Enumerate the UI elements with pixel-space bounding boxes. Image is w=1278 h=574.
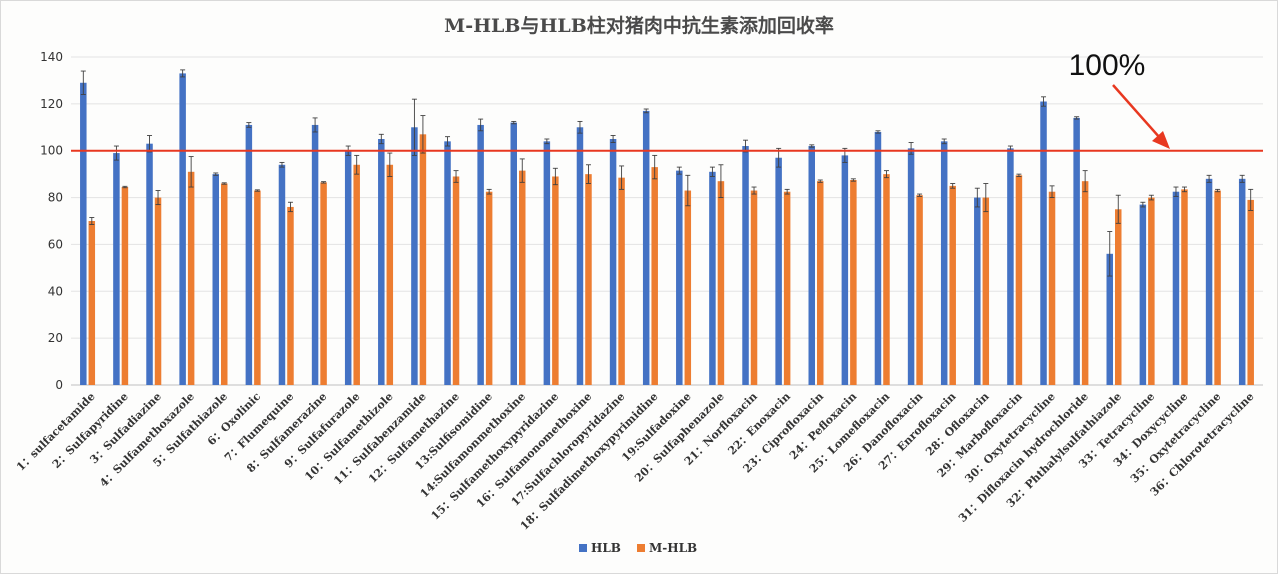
bar-hlb: [1238, 178, 1246, 385]
bar-hlb: [510, 122, 517, 385]
y-tick-label: 80: [48, 191, 63, 205]
bar-m-hlb: [783, 191, 791, 385]
bar-m-hlb: [618, 177, 625, 385]
bar-hlb: [113, 153, 120, 385]
bar-m-hlb: [519, 170, 526, 385]
y-axis: 0 20 40 60 80 100 120 140: [40, 50, 63, 392]
y-tick-label: 140: [40, 50, 63, 64]
bar-hlb: [642, 110, 650, 385]
bar-hlb: [676, 170, 683, 385]
bar-m-hlb: [1247, 199, 1254, 385]
bar-m-hlb: [485, 191, 493, 385]
legend-label-m-hlb: M-HLB: [649, 541, 697, 555]
bar-m-hlb: [187, 171, 195, 385]
bar-hlb: [477, 124, 484, 385]
bar-m-hlb: [750, 190, 758, 385]
annotation-label: 100%: [1069, 49, 1146, 82]
bar-hlb: [311, 124, 319, 385]
bar-m-hlb: [1214, 190, 1221, 385]
bar-hlb: [709, 171, 716, 385]
bar-hlb: [378, 139, 385, 385]
legend-swatch-m-hlb: [637, 544, 645, 552]
bar-m-hlb: [817, 181, 824, 385]
bar-hlb: [775, 157, 782, 385]
bar-hlb: [1172, 191, 1180, 385]
x-axis: 1：sulfacetamide2：Sulfapyridine3：Sulfadia…: [14, 390, 1257, 533]
bar-m-hlb: [1115, 209, 1122, 385]
y-tick-label: 0: [55, 378, 63, 392]
y-tick-label: 20: [48, 331, 63, 345]
bar-m-hlb: [353, 164, 360, 385]
bar-hlb: [874, 131, 882, 385]
bar-hlb: [1106, 253, 1113, 385]
bar-m-hlb: [320, 182, 327, 385]
bar-hlb: [444, 141, 451, 385]
bar-hlb: [742, 146, 749, 385]
reference-line-group: 100%: [71, 49, 1263, 152]
bar-m-hlb: [982, 197, 990, 385]
bar-hlb: [543, 141, 551, 385]
bar-hlb: [1073, 117, 1080, 386]
bar-hlb: [1205, 178, 1213, 385]
annotation-arrow: [1112, 84, 1161, 139]
bar-m-hlb: [221, 183, 228, 385]
bar-hlb: [1007, 148, 1014, 385]
bar-hlb: [411, 127, 418, 386]
y-tick-label: 60: [48, 237, 63, 251]
chart-title: M-HLB与HLB柱对猪肉中抗生素添加回收率: [444, 14, 834, 37]
bar-m-hlb: [287, 206, 294, 385]
legend: HLB M-HLB: [579, 541, 697, 555]
bar-m-hlb: [1148, 197, 1155, 385]
bar-m-hlb: [651, 167, 658, 385]
bar-m-hlb: [121, 187, 129, 385]
bar-hlb: [146, 143, 153, 385]
bar-m-hlb: [883, 174, 890, 385]
bar-hlb: [1040, 101, 1047, 385]
bar-hlb: [245, 124, 253, 385]
bar-m-hlb: [386, 164, 394, 385]
bar-hlb: [841, 155, 849, 385]
bar-m-hlb: [717, 181, 725, 385]
bar-hlb: [576, 127, 584, 386]
legend-label-hlb: HLB: [591, 541, 621, 555]
bar-m-hlb: [452, 176, 460, 385]
bar-hlb: [907, 148, 915, 385]
bar-hlb: [974, 197, 981, 385]
bar-m-hlb: [1048, 191, 1056, 385]
bar-m-hlb: [684, 190, 692, 385]
bar-hlb: [344, 150, 352, 385]
bar-m-hlb: [88, 221, 96, 385]
bar-hlb: [179, 73, 186, 386]
bar-hlb: [278, 164, 286, 385]
bar-m-hlb: [1181, 189, 1188, 385]
bar-hlb: [1139, 204, 1147, 385]
bar-m-hlb: [949, 185, 956, 385]
bars: [80, 69, 1254, 386]
bar-m-hlb: [850, 180, 857, 385]
bar-m-hlb: [1015, 175, 1023, 385]
bar-hlb: [609, 139, 617, 385]
bar-hlb: [808, 146, 815, 385]
y-tick-label: 120: [40, 97, 63, 111]
bar-m-hlb: [254, 190, 261, 385]
bar-hlb: [80, 82, 87, 386]
bar-m-hlb: [1081, 181, 1089, 385]
bar-hlb: [212, 174, 219, 385]
bar-m-hlb: [552, 176, 559, 385]
bar-m-hlb: [154, 197, 162, 385]
bar-hlb: [940, 141, 948, 385]
legend-swatch-hlb: [579, 544, 587, 552]
annotation-arrowhead: [1152, 131, 1170, 149]
bar-m-hlb: [585, 174, 592, 385]
bar-m-hlb: [916, 195, 923, 385]
bar-m-hlb: [419, 134, 427, 385]
y-tick-label: 40: [48, 284, 63, 298]
y-tick-label: 100: [40, 144, 63, 158]
